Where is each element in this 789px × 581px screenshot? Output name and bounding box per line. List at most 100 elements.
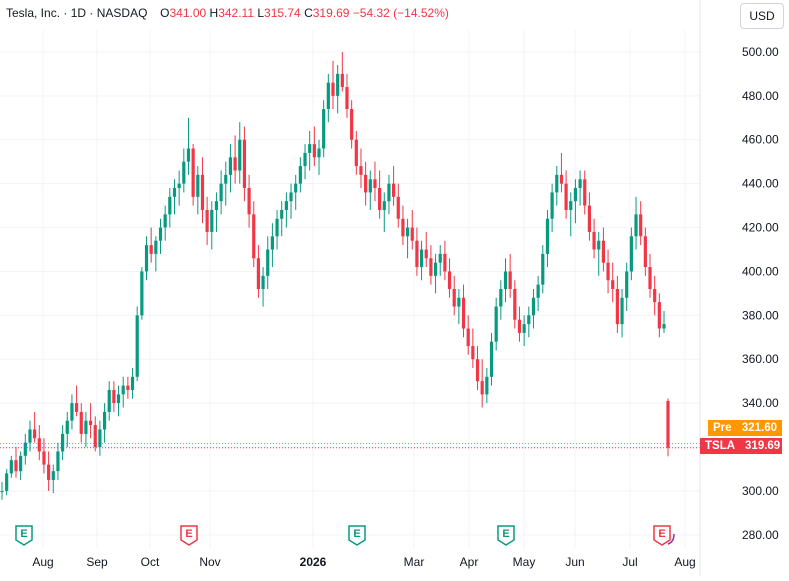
- candle: [532, 289, 535, 329]
- pre-tag-value: 321.60: [737, 422, 782, 434]
- candle: [495, 298, 498, 351]
- candle: [378, 170, 381, 218]
- candle: [634, 197, 637, 250]
- candle: [154, 236, 157, 271]
- currency-button[interactable]: USD: [740, 3, 784, 29]
- candle: [476, 346, 479, 390]
- candle: [215, 192, 218, 232]
- candle: [0, 482, 3, 500]
- candle: [625, 263, 628, 311]
- candle: [56, 443, 59, 480]
- x-tick-label: 2026: [300, 555, 327, 569]
- candle: [392, 166, 395, 206]
- earnings-marker[interactable]: E: [16, 526, 32, 545]
- candle: [308, 131, 311, 171]
- svg-text:E: E: [20, 528, 27, 540]
- candle: [84, 412, 87, 447]
- candle: [415, 228, 418, 276]
- candle: [574, 179, 577, 223]
- candle: [66, 412, 69, 447]
- candle: [583, 170, 586, 214]
- candle: [140, 267, 143, 320]
- candle: [275, 210, 278, 250]
- candle: [345, 74, 348, 118]
- candle: [588, 192, 591, 240]
- candle: [327, 74, 330, 122]
- earnings-marker[interactable]: E: [654, 526, 670, 545]
- candle: [247, 175, 250, 228]
- candle: [620, 289, 623, 337]
- candle: [592, 219, 595, 259]
- candle: [24, 434, 27, 465]
- candle: [70, 394, 73, 429]
- candle: [658, 293, 661, 337]
- candle: [224, 162, 227, 206]
- candle: [33, 412, 36, 443]
- candle: [210, 201, 213, 249]
- candle: [616, 276, 619, 333]
- pre-market-tag: Pre 321.60: [708, 420, 782, 436]
- svg-text:E: E: [353, 528, 360, 540]
- candle: [103, 403, 106, 443]
- x-tick-label: May: [513, 555, 536, 569]
- candle: [383, 192, 386, 232]
- x-tick-label: Aug: [674, 555, 695, 569]
- candle: [303, 144, 306, 179]
- candle: [602, 228, 605, 272]
- pre-tag-label: Pre: [708, 422, 737, 434]
- candle: [220, 170, 223, 214]
- y-tick-label: 360.00: [742, 352, 779, 366]
- candle: [38, 425, 41, 460]
- candle: [126, 377, 129, 399]
- candle: [192, 144, 195, 205]
- candle: [611, 263, 614, 303]
- candle: [551, 184, 554, 232]
- candle: [168, 188, 171, 228]
- candle: [448, 258, 451, 298]
- candle: [527, 307, 530, 338]
- svg-text:E: E: [502, 528, 509, 540]
- x-tick-label: Jun: [565, 555, 584, 569]
- svg-text:E: E: [185, 528, 192, 540]
- candle: [401, 206, 404, 246]
- earnings-marker[interactable]: E: [498, 526, 514, 545]
- open-value: 341.00: [169, 6, 206, 20]
- candle: [229, 144, 232, 192]
- candle: [47, 451, 50, 491]
- y-tick-label: 480.00: [742, 89, 779, 103]
- candle: [504, 258, 507, 302]
- candle: [61, 425, 64, 460]
- candle: [597, 232, 600, 276]
- candle: [653, 276, 656, 316]
- symbol-name[interactable]: Tesla, Inc.: [6, 6, 60, 20]
- candle: [462, 285, 465, 338]
- earnings-marker[interactable]: E: [181, 526, 197, 545]
- last-price-tag: TSLA 319.69: [700, 438, 782, 454]
- candle: [206, 197, 209, 245]
- candle: [578, 170, 581, 205]
- candle: [369, 170, 372, 210]
- candle: [108, 381, 111, 421]
- interval-label[interactable]: 1D: [71, 6, 86, 20]
- candle: [75, 386, 78, 417]
- low-value: 315.74: [264, 6, 301, 20]
- exchange-label: NASDAQ: [97, 6, 148, 20]
- x-tick-label: Jul: [622, 555, 637, 569]
- candle: [499, 280, 502, 320]
- candle: [555, 166, 558, 206]
- candle: [564, 170, 567, 218]
- close-value: 319.69: [313, 6, 350, 20]
- x-tick-label: Nov: [199, 555, 220, 569]
- candle: [485, 368, 488, 403]
- earnings-marker[interactable]: E: [349, 526, 365, 545]
- candle: [481, 359, 484, 407]
- candle: [178, 170, 181, 205]
- candle: [145, 236, 148, 280]
- y-tick-label: 460.00: [742, 133, 779, 147]
- candle: [471, 329, 474, 369]
- candle: [19, 451, 22, 480]
- candle: [420, 241, 423, 281]
- candle: [429, 245, 432, 285]
